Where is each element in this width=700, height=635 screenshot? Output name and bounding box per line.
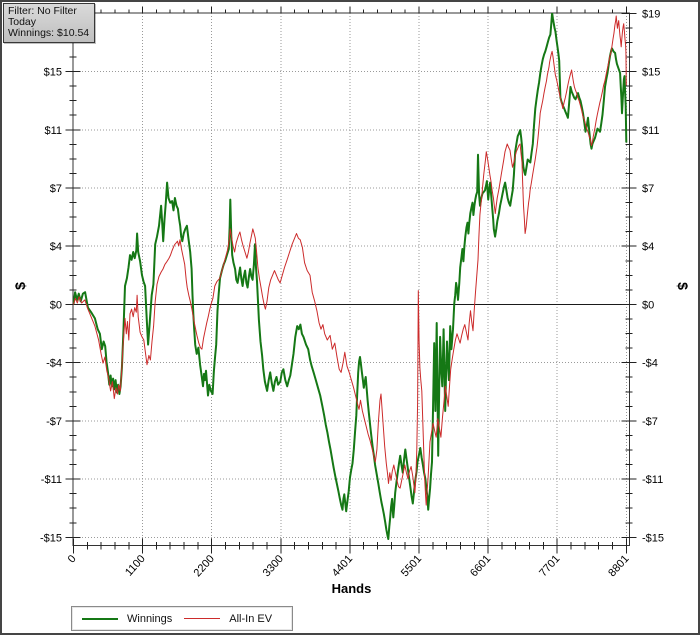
x-tick-label: 3300 bbox=[261, 553, 286, 579]
allin-ev-line-swatch bbox=[184, 618, 221, 619]
y-tick-label-right: $19 bbox=[642, 8, 660, 20]
y-tick-label-left: -$4 bbox=[46, 358, 62, 370]
y-tick-label-left: -$15 bbox=[40, 532, 62, 544]
x-tick-label: 5501 bbox=[399, 553, 424, 579]
y-tick-label-right: -$15 bbox=[642, 532, 664, 544]
filter-tooltip: Filter: No Filter Today Winnings: $10.54 bbox=[3, 3, 96, 43]
y-tick-label-right: -$11 bbox=[642, 474, 663, 486]
x-tick-label: 8801 bbox=[606, 553, 631, 579]
y-axis-title-left: $ bbox=[12, 282, 28, 290]
winnings-line-swatch bbox=[82, 617, 118, 620]
y-tick-label-right: $7 bbox=[642, 183, 654, 195]
winnings-series-line bbox=[73, 13, 628, 540]
y-axis-title-right: $ bbox=[675, 282, 691, 290]
y-tick-label-left: $15 bbox=[44, 67, 62, 79]
legend-label-winnings: Winnings bbox=[127, 612, 173, 625]
y-tick-label-right: $11 bbox=[642, 125, 660, 137]
x-tick-label: 0 bbox=[66, 553, 79, 566]
legend-item-winnings[interactable]: Winnings bbox=[82, 613, 172, 625]
x-tick-label: 1100 bbox=[123, 553, 148, 579]
y-tick-label-left: $0 bbox=[50, 299, 62, 311]
plot-frame bbox=[72, 12, 630, 546]
x-tick-label: 6601 bbox=[468, 553, 493, 579]
y-tick-label-right: $4 bbox=[642, 241, 654, 253]
tooltip-filter-line: Filter: No Filter bbox=[8, 5, 77, 17]
y-tick-label-left: -$11 bbox=[41, 474, 62, 486]
allin-ev-series-line bbox=[73, 15, 627, 506]
y-tick-label-left: $7 bbox=[50, 183, 62, 195]
tooltip-date-line: Today bbox=[8, 16, 37, 28]
x-tick-label: 7701 bbox=[537, 553, 562, 579]
y-tick-label-left: $4 bbox=[50, 241, 62, 253]
y-tick-label-right: $0 bbox=[642, 299, 654, 311]
y-tick-label-left: $11 bbox=[44, 125, 62, 137]
y-tick-label-right: $15 bbox=[642, 67, 660, 79]
y-tick-label-right: -$4 bbox=[642, 358, 658, 370]
x-tick-label: 4401 bbox=[330, 553, 355, 579]
x-axis-title: Hands bbox=[331, 581, 372, 596]
y-tick-label-right: -$7 bbox=[642, 416, 658, 428]
x-tick-label: 2200 bbox=[192, 553, 217, 579]
chart-legend: Winnings All-In EV bbox=[71, 606, 293, 631]
y-tick-label-left: -$7 bbox=[46, 416, 62, 428]
tooltip-winnings-line: Winnings: $10.54 bbox=[8, 27, 90, 39]
legend-item-allin-ev[interactable]: All-In EV bbox=[184, 613, 272, 625]
legend-label-allin-ev: All-In EV bbox=[229, 612, 273, 625]
